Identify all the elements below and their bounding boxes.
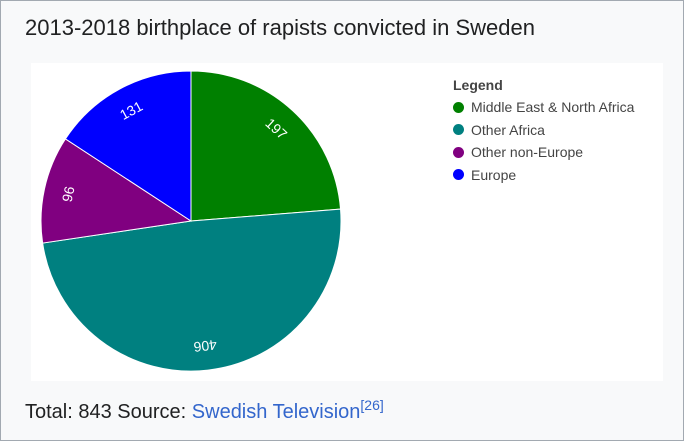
- legend: Legend Middle East & North Africa Other A…: [453, 77, 634, 186]
- legend-swatch: [453, 101, 464, 113]
- legend-label: Europe: [471, 166, 517, 183]
- slice-value-label: 406: [193, 337, 218, 356]
- pie-slice-other-africa: [42, 208, 342, 372]
- legend-label: Other non-Europe: [471, 144, 584, 161]
- reference-link[interactable]: [26]: [360, 397, 384, 413]
- legend-swatch: [453, 124, 464, 136]
- legend-swatch: [453, 169, 464, 181]
- legend-item-europe: Europe: [453, 164, 634, 187]
- slice-value-label: 96: [59, 185, 78, 204]
- chart-title: 2013-2018 birthplace of rapists convicte…: [25, 15, 535, 40]
- legend-label: Middle East & North Africa: [471, 99, 635, 116]
- source-link[interactable]: Swedish Television: [191, 401, 361, 423]
- pie-slice-europe: [64, 70, 192, 222]
- pie-slice-middle-east-and-north-africa: [190, 70, 342, 222]
- caption: Total: 843 Source: Swedish Television[26…: [25, 397, 384, 424]
- legend-item-other-non-europe: Other non-Europe: [453, 141, 634, 164]
- legend-swatch: [453, 146, 464, 158]
- plot-area: 197 406 96 131 Legend Middle East & North A…: [31, 63, 663, 381]
- legend-title: Legend: [453, 77, 503, 93]
- legend-label: Other Africa: [471, 121, 545, 138]
- legend-item-other-africa: Other Africa: [453, 119, 634, 142]
- legend-items: Middle East & North Africa Other Africa Ot…: [453, 96, 634, 186]
- pie-slice-other-non-europe: [40, 138, 193, 244]
- legend-item-middle-east-and-north-africa: Middle East & North Africa: [453, 96, 634, 119]
- caption-total: Total: 843 Source:: [25, 401, 187, 423]
